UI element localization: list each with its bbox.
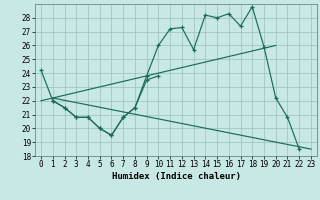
X-axis label: Humidex (Indice chaleur): Humidex (Indice chaleur) [111, 172, 241, 181]
